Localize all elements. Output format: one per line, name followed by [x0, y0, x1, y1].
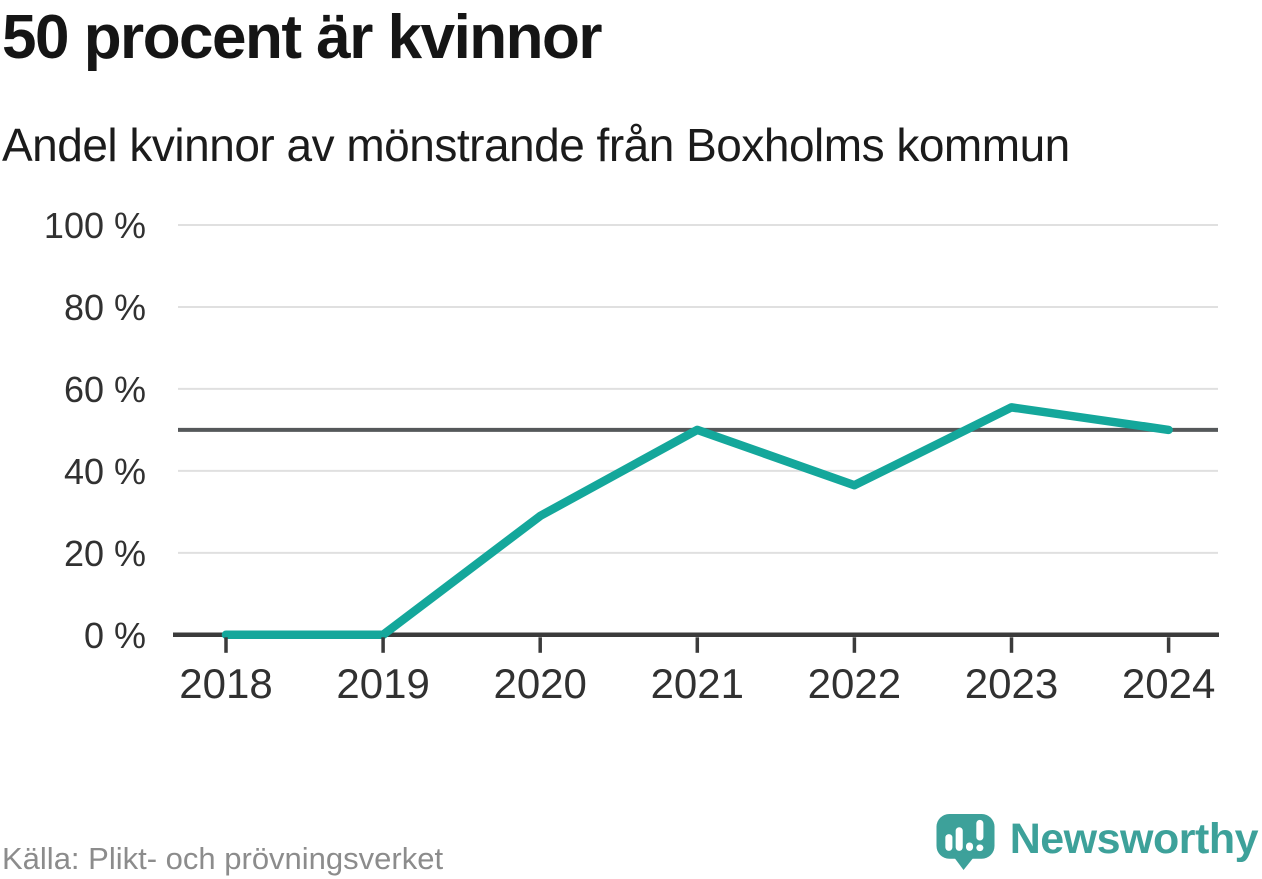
x-axis-tick-label: 2020: [493, 660, 586, 707]
newsworthy-logo-icon: [936, 813, 995, 871]
y-axis-tick-label: 60 %: [64, 369, 146, 410]
newsworthy-wordmark: Newsworthy: [1009, 814, 1259, 863]
y-axis-tick-label: 100 %: [44, 205, 146, 246]
page-title: 50 procent är kvinnor: [2, 3, 603, 72]
x-axis-tick-label: 2024: [1122, 660, 1215, 707]
x-axis-tick-label: 2019: [336, 660, 429, 707]
x-axis-tick-label: 2023: [965, 660, 1058, 707]
y-axis-tick-label: 40 %: [64, 451, 146, 492]
x-axis-tick-label: 2021: [651, 660, 744, 707]
source-note: Källa: Plikt- och prövningsverket: [2, 841, 444, 876]
data-line: [221, 403, 1173, 640]
chart-subtitle: Andel kvinnor av mönstrande från Boxholm…: [2, 119, 1070, 171]
newsworthy-logo: Newsworthy: [936, 813, 1259, 871]
x-axis-tick-label: 2018: [179, 660, 272, 707]
y-axis-tick-label: 80 %: [64, 287, 146, 328]
x-axis-tick-label: 2022: [808, 660, 901, 707]
y-axis-tick-label: 20 %: [64, 533, 146, 574]
y-axis-tick-label: 0 %: [84, 615, 146, 656]
